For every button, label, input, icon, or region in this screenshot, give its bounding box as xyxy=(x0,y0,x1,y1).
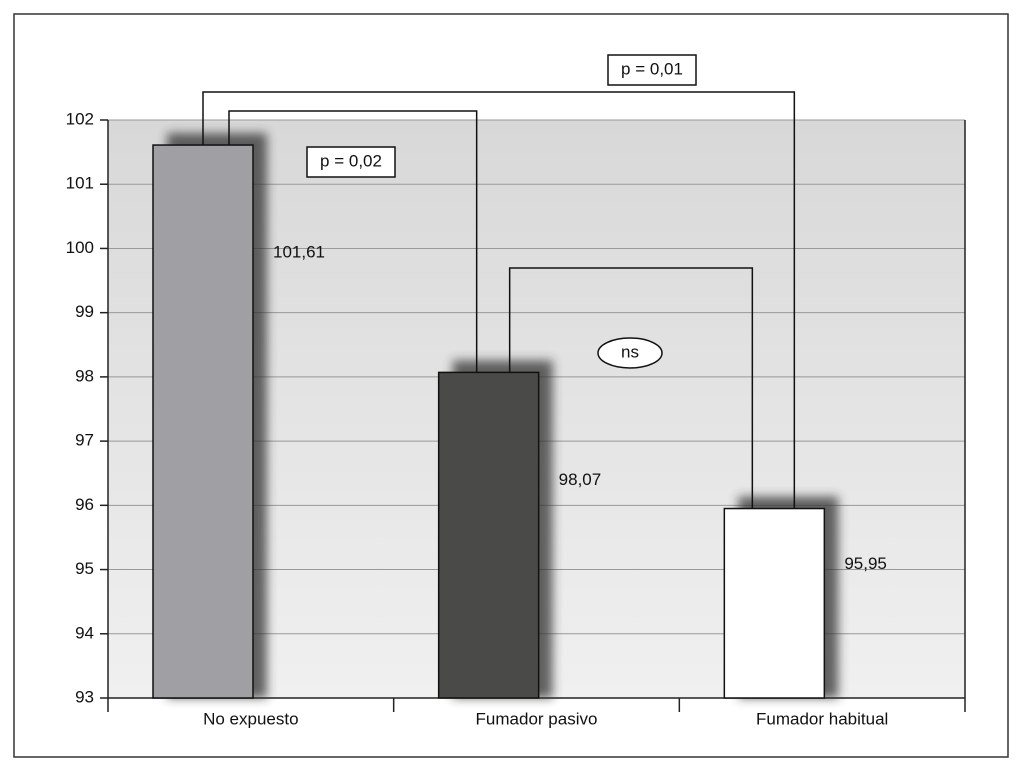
y-tick-label: 94 xyxy=(75,623,94,642)
annotation: p = 0,02 xyxy=(320,151,382,170)
y-tick-label: 102 xyxy=(66,109,94,128)
bracket xyxy=(508,267,754,509)
annotation: p = 0,01 xyxy=(621,59,683,78)
y-tick-label: 96 xyxy=(75,495,94,514)
annotation: ns xyxy=(621,342,639,361)
annotation-box xyxy=(597,337,663,369)
value-label: 95,95 xyxy=(844,554,887,573)
bar xyxy=(152,144,254,699)
x-tick-label: Fumador habitual xyxy=(756,709,888,728)
y-tick-label: 93 xyxy=(75,687,94,706)
annotation-box xyxy=(306,146,396,178)
bracket xyxy=(202,91,796,509)
bracket xyxy=(228,110,478,373)
x-tick-label: Fumador pasivo xyxy=(476,709,598,728)
value-label: 101,61 xyxy=(273,243,325,262)
x-tick-label: No expuesto xyxy=(203,709,298,728)
value-label: 98,07 xyxy=(559,470,602,489)
y-tick-label: 100 xyxy=(66,238,94,257)
y-tick-label: 98 xyxy=(75,366,94,385)
annotation-box xyxy=(607,54,697,86)
bar xyxy=(437,371,540,699)
y-tick-label: 101 xyxy=(66,174,94,193)
y-tick-label: 97 xyxy=(75,431,94,450)
y-tick-label: 99 xyxy=(75,302,94,321)
bar xyxy=(723,507,826,699)
y-tick-label: 95 xyxy=(75,559,94,578)
